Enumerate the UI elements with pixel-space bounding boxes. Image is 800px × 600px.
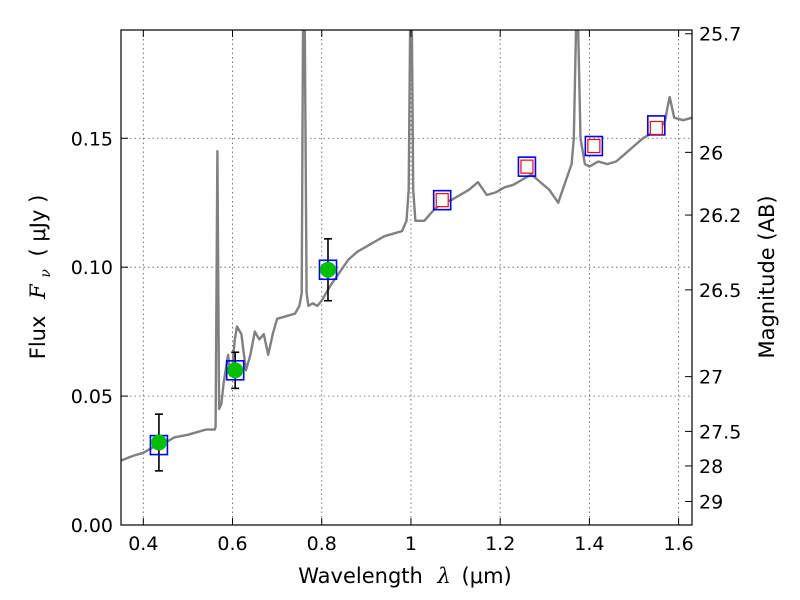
x-tick-label: 0.4 xyxy=(128,533,158,555)
magnitude-tick-label: 25.7 xyxy=(699,24,741,46)
model-photometry-square xyxy=(517,156,537,177)
predicted-photometry-square xyxy=(587,138,601,154)
x-tick-label: 1.2 xyxy=(485,533,515,555)
model-spectrum-line xyxy=(121,30,692,462)
predicted-photometry-square xyxy=(435,193,449,208)
model-photometry-square xyxy=(225,360,245,381)
axis-ticks: 0.4 0.6 0.8 1 1.2 1.4 1.6 0.00 0.05 0.10 0.15 25.7 2… xyxy=(71,24,742,555)
y-axis-symbol: F xyxy=(26,283,50,300)
x-axis-unit: (μm) xyxy=(462,564,512,588)
y-tick-label: 0.00 xyxy=(71,515,113,537)
x-tick-label: 1.6 xyxy=(664,533,694,555)
y-axis-unit: ( μJy ) xyxy=(26,195,50,257)
predicted-photometry-square xyxy=(649,120,663,136)
y-axis-label: Flux F ν ( μJy ) xyxy=(26,195,55,360)
x-axis-label-text: Wavelength xyxy=(298,564,423,588)
x-tick-label: 0.6 xyxy=(217,533,247,555)
magnitude-tick-label: 26.5 xyxy=(699,280,741,302)
magnitude-tick-label: 26.2 xyxy=(699,205,741,227)
magnitude-axis-label: Magnitude (AB) xyxy=(755,195,779,358)
y-tick-label: 0.05 xyxy=(71,386,113,408)
y-tick-label: 0.15 xyxy=(71,128,113,150)
y-tick-label: 0.10 xyxy=(71,257,113,279)
photometry-point xyxy=(150,434,167,451)
x-axis-symbol: λ xyxy=(437,564,451,588)
series-clip-group xyxy=(121,30,692,472)
y-axis-subscript: ν xyxy=(38,269,54,278)
data-series xyxy=(121,30,692,472)
magnitude-tick-label: 29 xyxy=(699,491,723,513)
x-tick-label: 1 xyxy=(405,533,417,555)
photometry-point xyxy=(319,261,336,278)
model-photometry-square xyxy=(584,135,604,157)
magnitude-tick-label: 26 xyxy=(699,142,723,164)
x-axis-label: Wavelength λ (μm) xyxy=(298,564,511,588)
magnitude-tick-label: 27.5 xyxy=(699,421,741,443)
model-photometry-square xyxy=(432,189,452,211)
predicted-photometry-square xyxy=(520,159,534,174)
photometry-point xyxy=(227,362,244,379)
y-axis-label-text: Flux xyxy=(26,316,50,360)
x-tick-label: 0.8 xyxy=(307,533,337,555)
magnitude-tick-label: 28 xyxy=(699,456,723,478)
x-tick-label: 1.4 xyxy=(574,533,604,555)
grid-lines xyxy=(121,30,692,525)
model-photometry-square xyxy=(318,259,338,281)
plot-frame xyxy=(120,29,693,526)
magnitude-tick-label: 27 xyxy=(699,367,723,389)
